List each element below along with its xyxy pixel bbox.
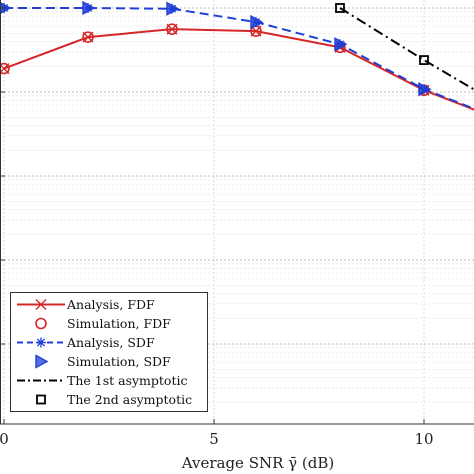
- legend-item: Analysis, FDF: [15, 295, 203, 314]
- grid: [0, 0, 474, 424]
- point-marker: [334, 37, 348, 52]
- point-marker: [82, 31, 94, 43]
- legend-swatch-2nd-asymptotic: [36, 394, 46, 405]
- point-marker: [35, 354, 49, 369]
- legend: Analysis, FDF Simulation, FDF Analysis, …: [10, 292, 208, 412]
- x-tick-label: 5: [209, 430, 219, 448]
- point-marker: [335, 3, 345, 13]
- legend-label: Analysis, SDF: [67, 335, 155, 350]
- legend-item: Analysis, SDF: [15, 333, 203, 352]
- x-tick-label: 10: [414, 430, 433, 448]
- legend-swatch-1st-asymptotic: [17, 379, 65, 382]
- point-marker: [36, 337, 46, 348]
- legend-swatch-analysis-fdf: [17, 299, 65, 310]
- point-marker: [35, 299, 47, 310]
- point-marker: [0, 62, 10, 75]
- point-marker: [36, 394, 46, 405]
- x-axis-label: Average SNR γ̄ (dB): [181, 454, 334, 472]
- point-marker: [82, 0, 96, 16]
- legend-item: The 1st asymptotic: [15, 371, 203, 390]
- legend-swatch-analysis-sdf: [17, 337, 65, 348]
- legend-label: Simulation, SDF: [67, 354, 171, 369]
- point-marker: [35, 317, 47, 330]
- x-tick-label: 0: [0, 430, 9, 448]
- legend-label: The 1st asymptotic: [67, 373, 188, 388]
- point-marker: [166, 23, 178, 35]
- legend-label: The 2nd asymptotic: [67, 392, 193, 407]
- point-marker: [250, 14, 264, 30]
- legend-item: The 2nd asymptotic: [15, 390, 203, 409]
- legend-label: Simulation, FDF: [67, 316, 171, 331]
- legend-swatch-simulation-sdf: [35, 354, 49, 369]
- series-line: [339, 7, 474, 91]
- legend-swatch-simulation-fdf: [35, 317, 47, 330]
- point-marker: [419, 55, 429, 65]
- point-marker: [418, 82, 432, 97]
- axes: 05101520: [0, 0, 474, 448]
- legend-label: Analysis, FDF: [67, 297, 155, 312]
- point-marker: [166, 1, 180, 16]
- legend-item: Simulation, SDF: [15, 352, 203, 371]
- legend-item: Simulation, FDF: [15, 314, 203, 333]
